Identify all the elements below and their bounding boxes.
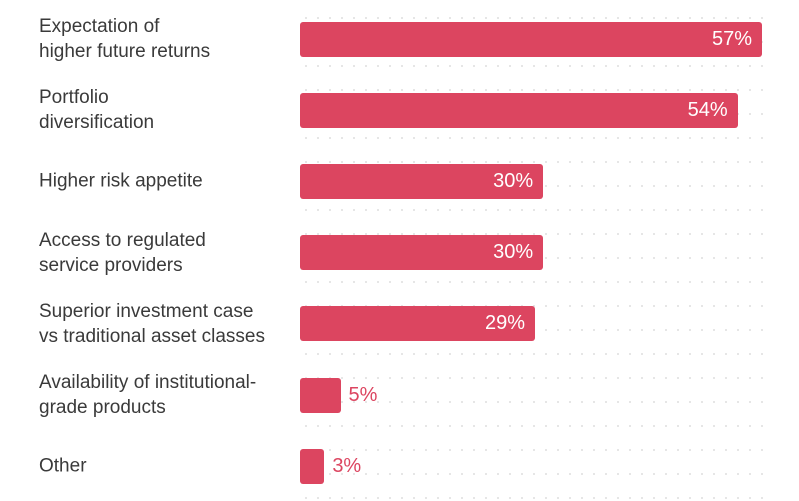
bar <box>300 163 544 199</box>
category-label: Expectation of higher future returns <box>39 16 211 62</box>
bar <box>300 92 738 128</box>
category-label: Other <box>39 455 87 477</box>
category-label: Superior investment case vs traditional … <box>39 300 265 347</box>
category-label: Higher risk appetite <box>39 170 203 192</box>
category-label: Availability of institutional- grade pro… <box>39 372 257 418</box>
bar <box>300 235 544 271</box>
bar <box>300 21 762 57</box>
value-label: 5% <box>348 383 378 406</box>
category-label: Portfolio diversification <box>39 87 155 134</box>
value-label: 54% <box>687 98 728 121</box>
category-label: Access to regulated service providers <box>39 229 206 276</box>
value-label: 30% <box>493 169 534 192</box>
value-label: 57% <box>711 27 752 50</box>
value-label: 29% <box>485 312 526 335</box>
value-label: 30% <box>493 241 534 264</box>
value-label: 3% <box>332 454 362 477</box>
bar <box>300 306 536 342</box>
bar <box>300 377 341 413</box>
bar <box>300 448 325 484</box>
